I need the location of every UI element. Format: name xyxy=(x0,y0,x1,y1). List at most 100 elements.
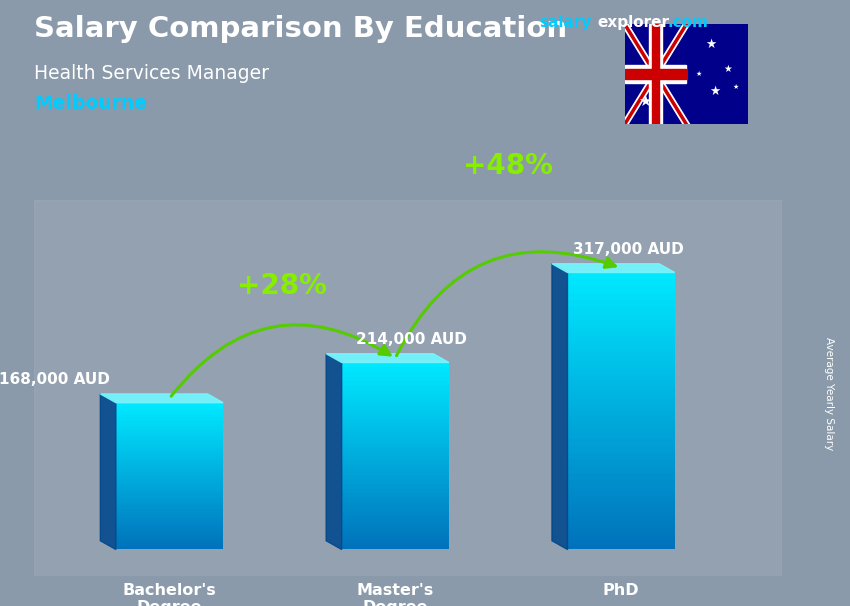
Bar xyxy=(568,411,675,415)
Polygon shape xyxy=(552,264,675,273)
Bar xyxy=(342,519,449,521)
Bar xyxy=(116,473,223,474)
Bar xyxy=(116,493,223,494)
Polygon shape xyxy=(552,264,568,550)
Bar xyxy=(116,410,223,412)
Bar xyxy=(568,348,675,352)
Text: PhD: PhD xyxy=(603,583,639,598)
Bar xyxy=(568,525,675,528)
Text: +28%: +28% xyxy=(237,272,327,300)
Bar xyxy=(342,416,449,419)
Bar xyxy=(116,546,223,548)
Bar xyxy=(342,449,449,451)
Bar xyxy=(116,524,223,525)
Bar xyxy=(116,474,223,476)
Bar xyxy=(116,407,223,408)
Polygon shape xyxy=(100,394,116,550)
Bar xyxy=(342,501,449,503)
Bar xyxy=(342,491,449,493)
Bar xyxy=(116,412,223,414)
Bar xyxy=(342,400,449,402)
Bar xyxy=(342,379,449,381)
Bar xyxy=(342,517,449,519)
Bar xyxy=(116,514,223,516)
Bar xyxy=(568,273,675,276)
Bar xyxy=(342,444,449,447)
Text: 168,000 AUD: 168,000 AUD xyxy=(0,372,110,387)
Bar xyxy=(342,538,449,540)
Bar xyxy=(342,470,449,472)
Bar xyxy=(342,493,449,496)
Bar xyxy=(568,445,675,449)
Bar xyxy=(568,297,675,300)
Text: Master's
Degree: Master's Degree xyxy=(357,583,434,606)
Bar xyxy=(568,532,675,536)
Bar xyxy=(342,454,449,456)
Bar xyxy=(342,547,449,550)
Bar xyxy=(568,404,675,407)
Text: Bachelor's
Degree: Bachelor's Degree xyxy=(122,583,217,606)
Bar xyxy=(568,421,675,425)
Bar xyxy=(342,496,449,498)
Bar xyxy=(342,482,449,484)
Bar xyxy=(116,502,223,504)
Bar xyxy=(116,522,223,524)
Bar xyxy=(116,461,223,463)
Bar xyxy=(342,439,449,442)
Text: +48%: +48% xyxy=(463,152,553,180)
Bar xyxy=(342,465,449,468)
Bar xyxy=(342,487,449,488)
Bar xyxy=(568,279,675,283)
Bar xyxy=(342,407,449,409)
Bar xyxy=(568,328,675,331)
Bar xyxy=(116,416,223,418)
Bar xyxy=(653,24,659,124)
Bar xyxy=(116,423,223,425)
Bar xyxy=(116,476,223,478)
Bar xyxy=(649,24,661,124)
Bar xyxy=(116,531,223,533)
Bar xyxy=(568,536,675,539)
Bar xyxy=(342,433,449,435)
Bar xyxy=(568,380,675,384)
Text: Average Yearly Salary: Average Yearly Salary xyxy=(824,338,834,450)
Bar xyxy=(568,542,675,546)
Bar xyxy=(342,393,449,395)
Bar xyxy=(568,518,675,522)
Bar xyxy=(568,425,675,428)
Bar xyxy=(342,362,449,365)
Bar xyxy=(342,458,449,461)
Bar xyxy=(116,430,223,432)
Bar xyxy=(342,374,449,376)
Bar xyxy=(568,407,675,411)
Bar xyxy=(116,548,223,550)
Bar xyxy=(116,428,223,430)
Bar xyxy=(568,511,675,515)
Bar xyxy=(116,454,223,456)
Bar xyxy=(342,376,449,379)
Bar xyxy=(116,445,223,447)
Bar xyxy=(568,283,675,287)
Bar xyxy=(568,484,675,487)
Bar xyxy=(116,403,223,405)
Bar xyxy=(116,498,223,500)
Text: ★: ★ xyxy=(733,84,739,90)
Bar xyxy=(568,307,675,311)
Bar xyxy=(116,463,223,465)
Bar xyxy=(342,514,449,517)
Bar xyxy=(116,448,223,450)
Bar xyxy=(116,487,223,489)
Bar xyxy=(568,480,675,484)
Bar xyxy=(116,544,223,546)
Bar xyxy=(568,491,675,494)
Bar xyxy=(116,439,223,441)
Bar xyxy=(568,345,675,348)
Bar xyxy=(568,359,675,362)
Bar xyxy=(342,395,449,398)
Bar xyxy=(568,477,675,480)
Bar xyxy=(568,439,675,442)
Bar xyxy=(342,367,449,370)
Bar xyxy=(116,419,223,421)
Bar xyxy=(342,414,449,416)
Bar xyxy=(342,542,449,545)
